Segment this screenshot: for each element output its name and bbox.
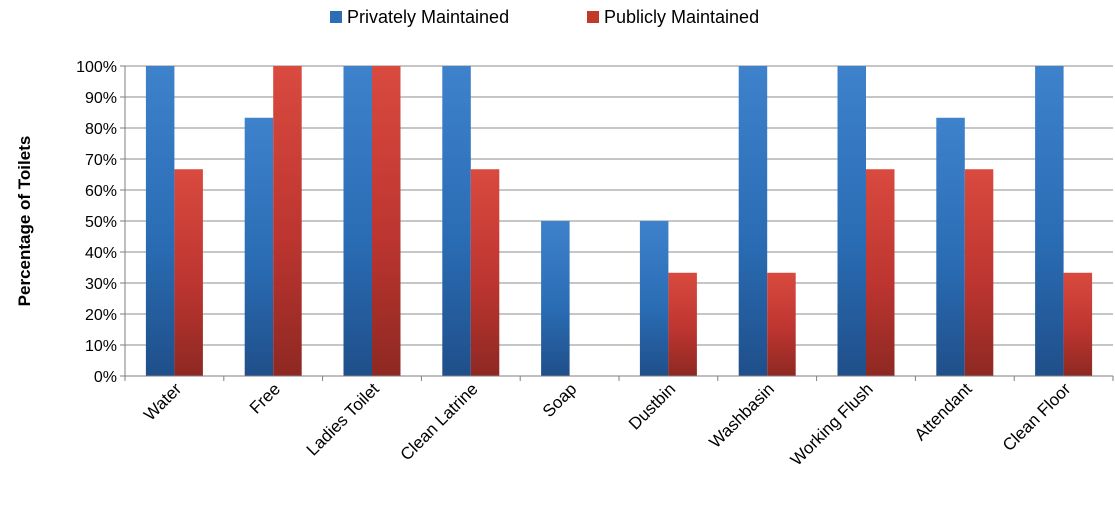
x-tick-label: Ladies Toilet <box>303 379 383 459</box>
bar-private <box>442 66 471 376</box>
bar-private <box>541 221 570 376</box>
x-tick-label: Soap <box>539 379 581 421</box>
bar-private <box>1035 66 1064 376</box>
bar-private <box>343 66 372 376</box>
bar-private <box>244 117 274 377</box>
x-tick-label: Working Flush <box>787 379 877 469</box>
y-tick-label: 40% <box>85 245 117 262</box>
y-tick-label: 70% <box>85 152 117 169</box>
y-tick-label: 30% <box>85 276 117 293</box>
y-tick-label: 80% <box>85 121 117 138</box>
bar-private <box>837 66 866 376</box>
bars <box>145 66 1093 377</box>
x-tick-label: Washbasin <box>706 379 778 451</box>
bar-private <box>738 66 768 376</box>
x-axis-labels: Water Free Ladies Toilet Clean Latrine Soap D… <box>140 379 1074 469</box>
x-tick-label: Free <box>246 379 284 417</box>
bar-public <box>668 272 697 376</box>
axes <box>124 66 1114 381</box>
legend-swatch-privately-maintained <box>330 11 342 23</box>
legend-swatch-publicly-maintained <box>587 11 599 23</box>
x-tick-label: Clean Floor <box>999 379 1075 455</box>
bar-public <box>470 169 500 376</box>
bar-public <box>174 169 203 376</box>
legend-label-privately-maintained: Privately Maintained <box>347 7 509 27</box>
y-axis-label: Percentage of Toilets <box>15 136 34 307</box>
y-tick-label: 20% <box>85 307 117 324</box>
legend: Privately Maintained Publicly Maintained <box>330 7 759 27</box>
x-tick-label: Dustbin <box>625 379 679 433</box>
y-tick-label: 50% <box>85 214 117 231</box>
y-axis-ticks: 0% 10% 20% 30% 40% 50% 60% 70% 80% 90% 100% <box>76 59 125 386</box>
bar-public <box>372 66 401 376</box>
bar-public <box>964 169 994 376</box>
bar-public <box>866 169 895 376</box>
bar-private <box>936 117 965 377</box>
x-tick-label: Water <box>140 379 185 424</box>
x-tick-label: Clean Latrine <box>397 379 482 464</box>
x-tick-label: Attendant <box>911 379 976 444</box>
bar-public <box>273 66 302 376</box>
y-tick-label: 10% <box>85 338 117 355</box>
legend-label-publicly-maintained: Publicly Maintained <box>604 7 759 27</box>
y-tick-label: 100% <box>76 59 117 76</box>
y-tick-label: 90% <box>85 90 117 107</box>
y-tick-label: 0% <box>94 369 117 386</box>
bar-private <box>145 66 175 376</box>
bar-public <box>1063 272 1093 376</box>
bar-public <box>767 272 796 376</box>
y-tick-label: 60% <box>85 183 117 200</box>
bar-private <box>639 221 669 376</box>
